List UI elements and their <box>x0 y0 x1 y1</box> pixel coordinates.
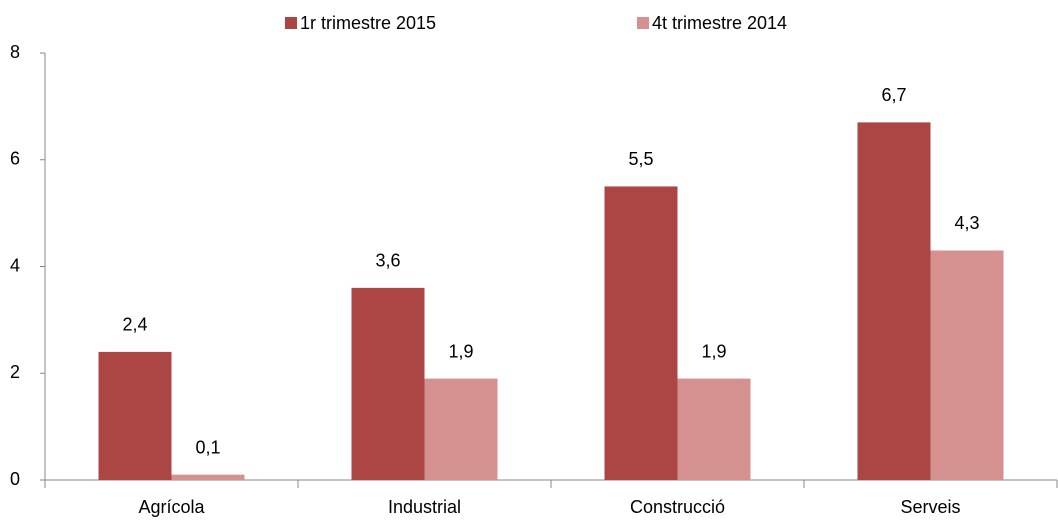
legend-swatch <box>637 17 649 29</box>
value-label: 5,5 <box>628 149 653 169</box>
bar <box>171 474 245 480</box>
bar <box>351 287 425 480</box>
bar <box>930 250 1004 480</box>
legend-label: 1r trimestre 2015 <box>300 13 436 33</box>
value-label: 1,9 <box>448 341 473 361</box>
value-label: 1,9 <box>701 341 726 361</box>
x-tick-label: Industrial <box>388 497 461 517</box>
bar <box>98 351 172 480</box>
legend-swatch <box>285 17 297 29</box>
bar <box>424 378 498 480</box>
value-label: 6,7 <box>881 85 906 105</box>
x-tick-label: Construcció <box>630 497 725 517</box>
bar <box>857 122 931 480</box>
y-tick-label: 2 <box>10 362 20 382</box>
value-label: 4,3 <box>954 213 979 233</box>
x-tick-label: Serveis <box>900 497 960 517</box>
bar <box>604 186 678 480</box>
value-label: 2,4 <box>122 315 147 335</box>
y-tick-label: 4 <box>10 255 20 275</box>
y-tick-label: 8 <box>10 42 20 62</box>
bar <box>677 378 751 480</box>
y-tick-label: 6 <box>10 149 20 169</box>
value-label: 3,6 <box>375 251 400 271</box>
x-tick-label: Agrícola <box>138 497 205 517</box>
y-tick-label: 0 <box>10 469 20 489</box>
legend-label: 4t trimestre 2014 <box>652 13 787 33</box>
value-label: 0,1 <box>195 437 220 457</box>
